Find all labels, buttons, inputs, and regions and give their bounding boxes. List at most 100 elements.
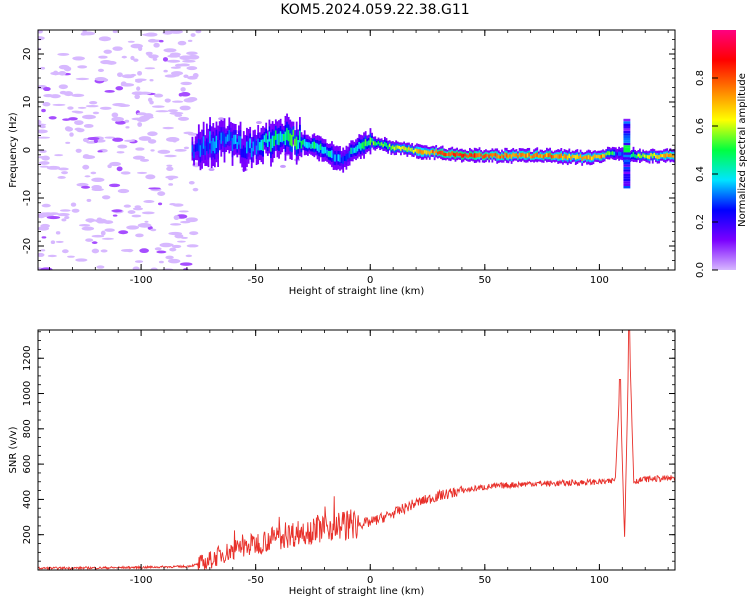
ridge-core (598, 155, 601, 159)
ridge-core (488, 154, 491, 159)
noise-blob (64, 215, 70, 220)
noise-blob (101, 195, 111, 200)
ridge-core (351, 147, 354, 154)
noise-blob (160, 243, 174, 247)
ridge-core (618, 151, 620, 156)
ridge-core (582, 156, 585, 160)
spike-cell (623, 147, 631, 150)
noise-blob (134, 94, 140, 100)
ridge-core (255, 145, 258, 155)
spike-cell (623, 128, 631, 131)
ridge-core (438, 150, 441, 155)
ridge-core (432, 149, 434, 154)
ridge-core (334, 154, 337, 162)
ridge-core (520, 153, 523, 158)
noise-blob (147, 139, 157, 144)
ridge-core (199, 145, 202, 157)
noise-blob (178, 93, 183, 97)
ridge-core (294, 138, 296, 147)
ridge-core (581, 156, 584, 161)
ridge-core (348, 150, 351, 158)
ridge-core (258, 142, 261, 151)
noise-blob (116, 166, 123, 172)
noise-blob (137, 122, 143, 127)
ridge-core (425, 150, 428, 155)
ridge-core (308, 142, 311, 148)
noise-blob (81, 226, 95, 231)
ridge-core (228, 130, 231, 141)
colorbar: 0.0 0.2 0.4 0.6 0.8 Normalized spectral ampli… (695, 30, 748, 278)
noise-blob (50, 240, 56, 245)
ridge-core (202, 136, 205, 149)
y-tick-label: -20 (22, 238, 33, 254)
ridge-core (456, 152, 458, 156)
ridge-core (655, 154, 657, 159)
noise-blob (179, 262, 193, 266)
ridge-core (672, 153, 675, 158)
ridge-core (311, 141, 314, 149)
noise-blob (208, 168, 215, 172)
x-tick-label: 50 (478, 575, 491, 586)
ridge-core (611, 151, 614, 155)
ridge-core (375, 142, 378, 146)
ridge-core (571, 154, 574, 159)
ridge-core (404, 147, 407, 151)
noise-blob (111, 209, 123, 213)
noise-blob (132, 155, 145, 160)
noise-blob (86, 198, 92, 202)
ridge-core (621, 151, 624, 156)
noise-blob (69, 132, 74, 137)
noise-blob (96, 265, 105, 269)
ridge-core (302, 140, 304, 145)
ridge-core (579, 154, 582, 159)
ridge-core (529, 155, 532, 159)
ridge-core (480, 153, 483, 157)
y-tick-label: 200 (22, 525, 33, 544)
ridge-core (379, 142, 381, 147)
noise-blob (149, 79, 154, 82)
ridge-core (266, 139, 269, 148)
ridge-core (509, 153, 511, 158)
ridge-core (491, 153, 494, 158)
noise-blob (139, 248, 149, 254)
noise-blob (97, 68, 105, 72)
noise-blob (169, 111, 184, 115)
ridge-core (395, 145, 398, 150)
noise-blob (130, 55, 135, 61)
noise-blob (100, 230, 106, 236)
ridge-core (467, 154, 470, 158)
noise-blob (72, 56, 85, 61)
noise-blob (116, 151, 125, 154)
ridge-core (236, 142, 239, 150)
x-tick-label: 100 (590, 575, 609, 586)
noise-blob (176, 240, 186, 243)
spike-cell (623, 135, 631, 138)
ridge-core (358, 142, 361, 149)
ridge-core (278, 133, 280, 146)
ridge-core (435, 149, 438, 154)
ridge-core (242, 145, 245, 158)
noise-blob (67, 255, 75, 258)
ridge-core (614, 151, 617, 156)
noise-blob (188, 180, 195, 185)
noise-blob (84, 175, 91, 178)
colorbar-label: Normalized spectral amplitude (737, 73, 748, 227)
noise-blob (167, 176, 174, 181)
noise-blob (186, 66, 198, 71)
ridge-core (441, 150, 444, 156)
ridge-core (353, 147, 356, 153)
noise-blob (183, 131, 194, 135)
noise-blob (54, 154, 64, 157)
noise-blob (87, 136, 100, 141)
noise-blob (38, 123, 47, 127)
noise-blob (112, 46, 123, 51)
ridge-core (220, 132, 223, 144)
ridge-core (323, 146, 325, 154)
noise-blob (100, 59, 113, 65)
ridge-core (448, 152, 450, 157)
ridge-core (422, 150, 425, 155)
ridge-core (592, 155, 595, 160)
ridge-core (544, 153, 547, 158)
spike-cell (623, 162, 631, 165)
noise-blob (68, 117, 78, 121)
